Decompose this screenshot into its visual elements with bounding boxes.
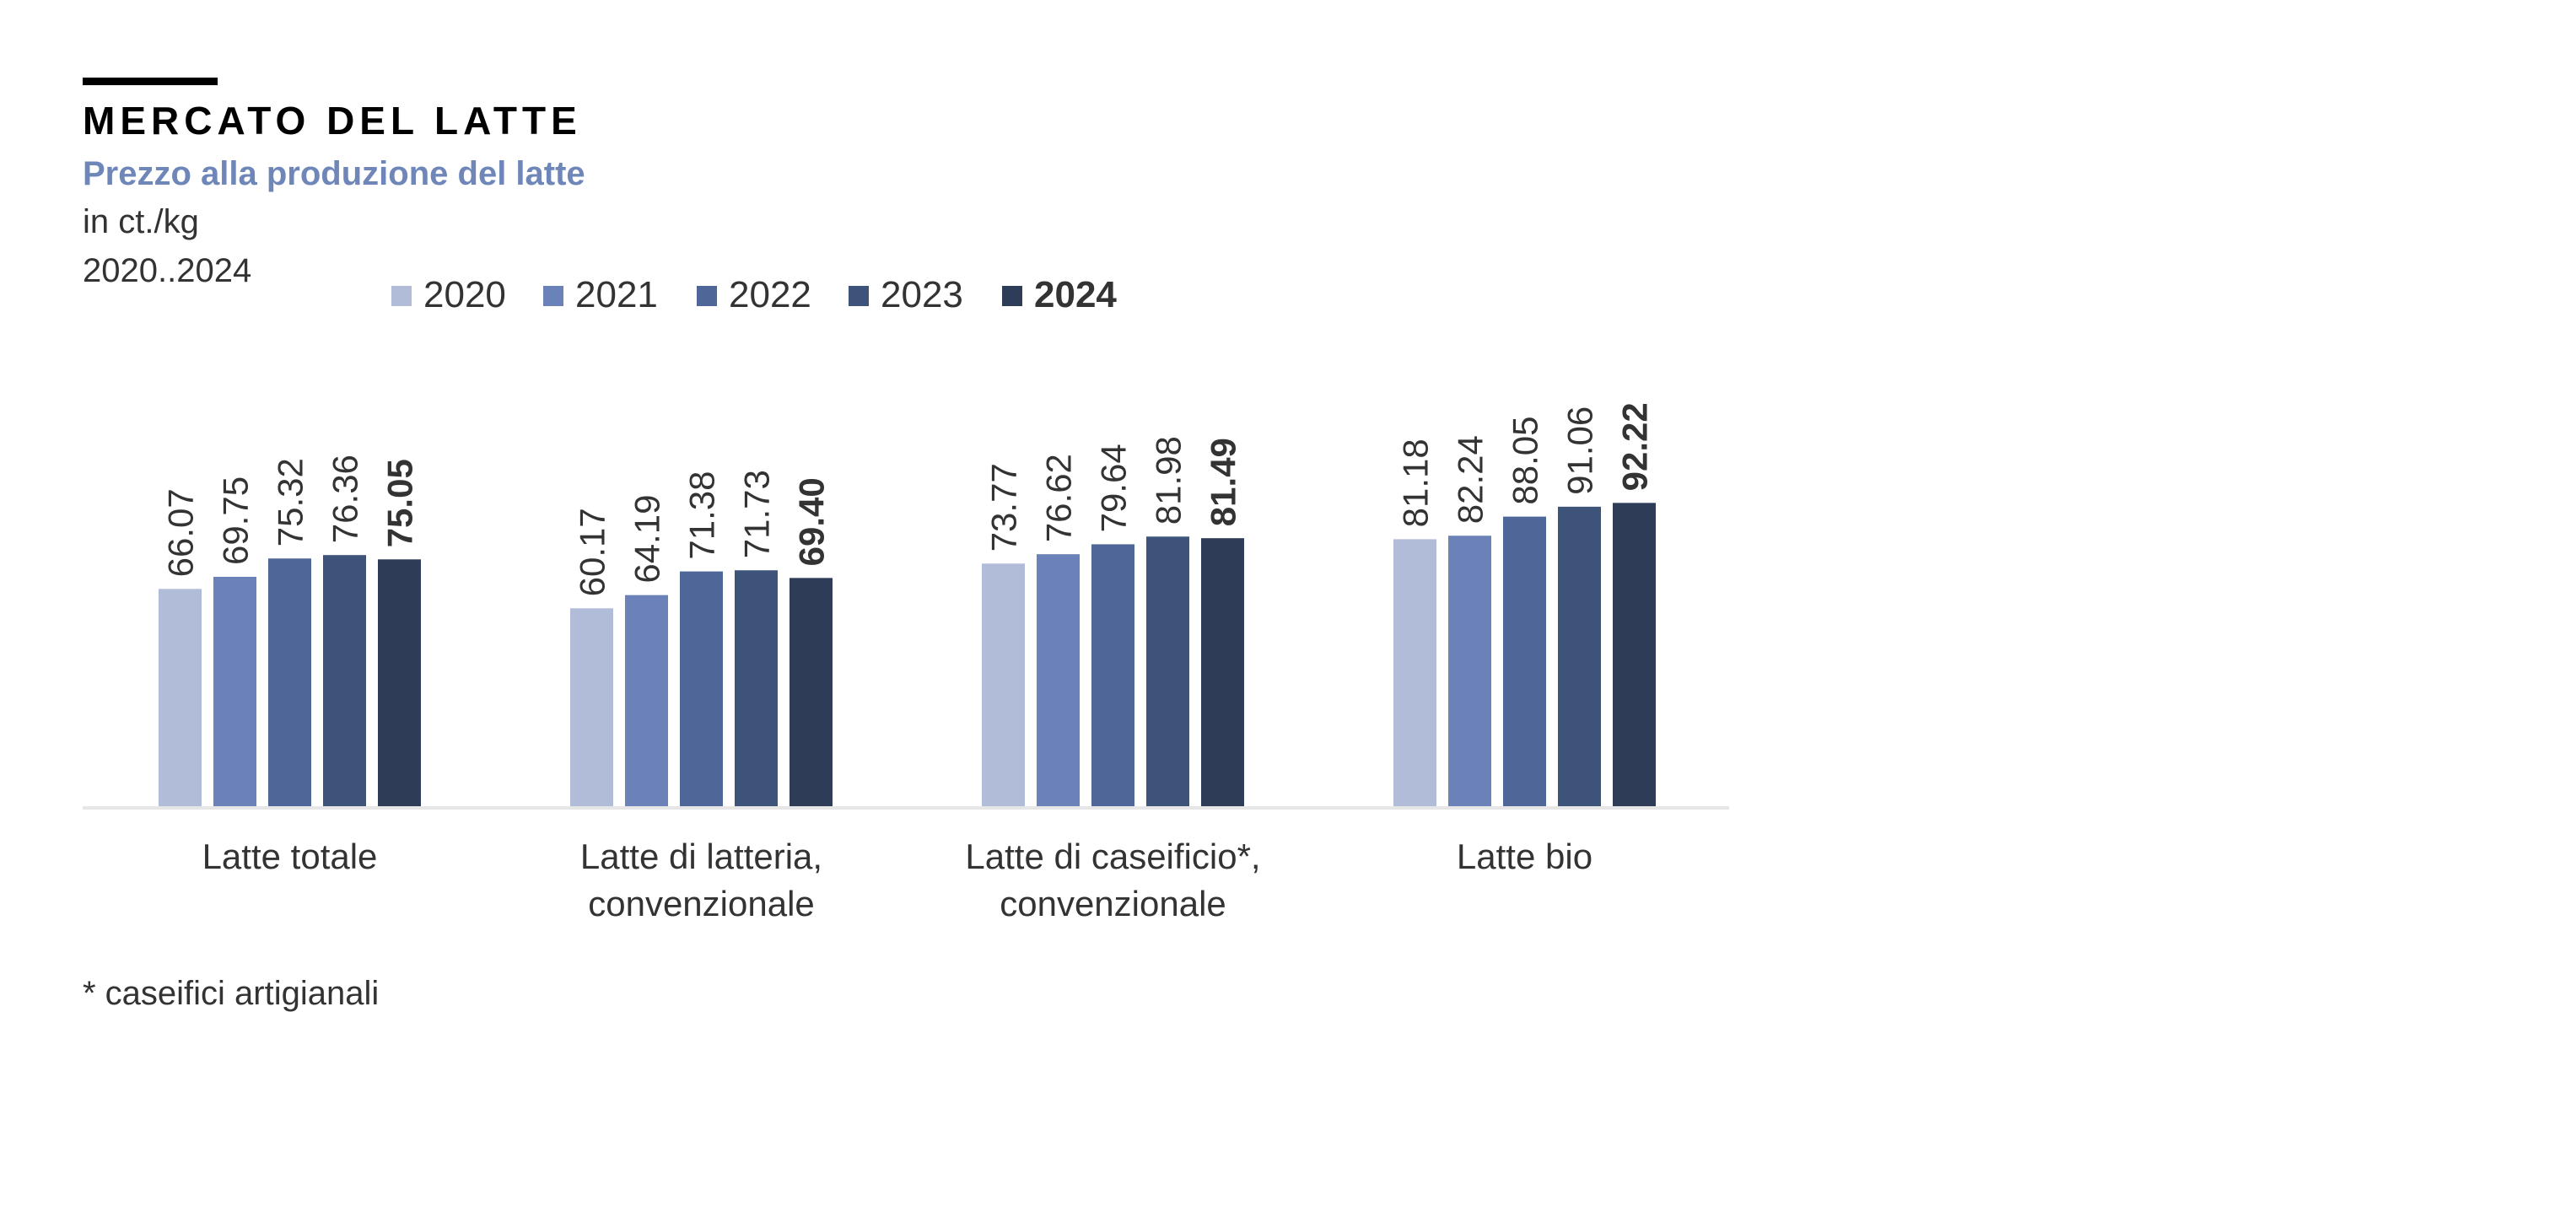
bar-2024-0 — [378, 559, 421, 806]
legend-label-2020: 2020 — [423, 274, 506, 315]
value-label-2024-2: 81.49 — [1204, 438, 1243, 526]
category-label-1-0: Latte di latteria, — [580, 837, 822, 876]
bar-2023-1 — [735, 570, 778, 806]
bar-2022-0 — [268, 558, 311, 806]
value-label-2020-0: 66.07 — [161, 488, 201, 577]
bar-2022-1 — [680, 571, 723, 806]
chart-legend: 2020 2021 2022 2023 2024 — [391, 274, 1117, 315]
footnote: * caseifici artigianali — [83, 975, 380, 1012]
value-label-2020-1: 60.17 — [573, 508, 612, 596]
value-label-2022-0: 75.32 — [271, 458, 310, 546]
chart-bars — [159, 503, 1656, 806]
value-label-2023-1: 71.73 — [737, 470, 777, 558]
legend-swatch-2024 — [1002, 286, 1022, 306]
value-label-2021-3: 82.24 — [1451, 435, 1490, 524]
value-label-2022-1: 71.38 — [682, 471, 722, 560]
legend-label-2024: 2024 — [1034, 274, 1117, 315]
bar-2024-1 — [790, 578, 833, 806]
bar-2024-3 — [1613, 503, 1656, 806]
value-label-2024-0: 75.05 — [380, 459, 420, 547]
legend-swatch-2021 — [543, 286, 563, 306]
chart-title: MERCATO DEL LATTE — [83, 99, 582, 143]
bar-2020-2 — [982, 563, 1025, 806]
category-label-1-1: convenzionale — [588, 884, 815, 923]
legend-label-2021: 2021 — [575, 274, 658, 315]
value-label-2024-3: 92.22 — [1615, 402, 1655, 491]
bar-2023-2 — [1146, 536, 1189, 806]
legend-label-2022: 2022 — [729, 274, 811, 315]
value-label-2020-2: 73.77 — [984, 463, 1024, 552]
legend-swatch-2023 — [849, 286, 869, 306]
bar-2020-0 — [159, 589, 202, 806]
value-label-2021-1: 64.19 — [628, 495, 667, 584]
chart-category-labels: Latte totale Latte di latteria, convenzion… — [202, 837, 1592, 923]
bar-2021-1 — [625, 595, 668, 806]
value-label-2021-0: 69.75 — [216, 476, 256, 565]
value-label-2022-2: 79.64 — [1094, 444, 1134, 532]
bar-2021-0 — [213, 576, 256, 806]
legend-label-2023: 2023 — [881, 274, 963, 315]
bar-2023-3 — [1558, 506, 1601, 806]
value-label-2024-1: 69.40 — [792, 477, 832, 566]
bar-2023-0 — [323, 555, 366, 806]
chart-period: 2020..2024 — [83, 252, 252, 289]
chart-unit: in ct./kg — [83, 203, 199, 240]
category-label-2-1: convenzionale — [1000, 884, 1226, 923]
value-label-2023-0: 76.36 — [326, 455, 365, 543]
title-accent-bar — [83, 78, 218, 85]
category-label-3-0: Latte bio — [1457, 837, 1592, 876]
legend-swatch-2022 — [697, 286, 717, 306]
value-label-2023-2: 81.98 — [1149, 436, 1188, 525]
bar-2022-2 — [1091, 544, 1134, 806]
chart-subtitle: Prezzo alla produzione del latte — [83, 155, 585, 192]
bar-2020-3 — [1393, 539, 1436, 806]
category-label-0-0: Latte totale — [202, 837, 378, 876]
bar-2020-1 — [570, 608, 613, 806]
bar-2021-2 — [1037, 554, 1080, 806]
value-label-2020-3: 81.18 — [1396, 439, 1436, 527]
value-label-2021-2: 76.62 — [1039, 454, 1079, 542]
bar-2024-2 — [1201, 538, 1244, 806]
chart-value-labels: 66.07 69.75 75.32 76.36 75.05 60.17 64.19 71.38… — [161, 402, 1655, 596]
value-label-2023-3: 91.06 — [1560, 406, 1600, 495]
legend-swatch-2020 — [391, 286, 412, 306]
value-label-2022-3: 88.05 — [1506, 416, 1545, 504]
bar-2021-3 — [1448, 536, 1491, 806]
category-label-2-0: Latte di caseificio*, — [965, 837, 1260, 876]
bar-2022-3 — [1503, 516, 1546, 806]
